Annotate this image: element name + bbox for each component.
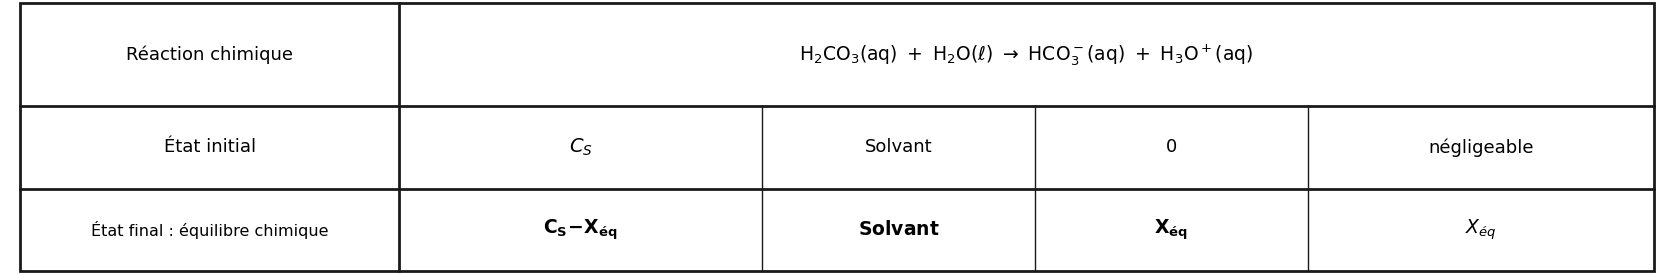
Text: Réaction chimique: Réaction chimique (125, 45, 293, 64)
Text: État initial: État initial (164, 138, 256, 156)
Text: $\mathrm{H_2CO_3(aq)\ +\ H_2O(\ell)\ \rightarrow\ HCO_3^-(aq)\ +\ H_3O^+(aq)}$: $\mathrm{H_2CO_3(aq)\ +\ H_2O(\ell)\ \ri… (800, 42, 1253, 68)
Text: $\mathit{X_{éq}}$: $\mathit{X_{éq}}$ (1464, 217, 1496, 242)
Text: $\mathbf{X_{éq}}$: $\mathbf{X_{éq}}$ (1153, 217, 1188, 242)
Text: 0: 0 (1164, 138, 1176, 156)
Text: Solvant: Solvant (863, 138, 932, 156)
Text: négligeable: négligeable (1427, 138, 1532, 157)
Text: $\mathbf{C_S\!-\!X_{éq}}$: $\mathbf{C_S\!-\!X_{éq}}$ (542, 217, 617, 242)
Text: État final : équilibre chimique: État final : équilibre chimique (90, 221, 328, 239)
Text: $\mathbf{Solvant}$: $\mathbf{Solvant}$ (857, 220, 939, 239)
Text: $\mathit{C}_\mathit{S}$: $\mathit{C}_\mathit{S}$ (569, 137, 592, 158)
